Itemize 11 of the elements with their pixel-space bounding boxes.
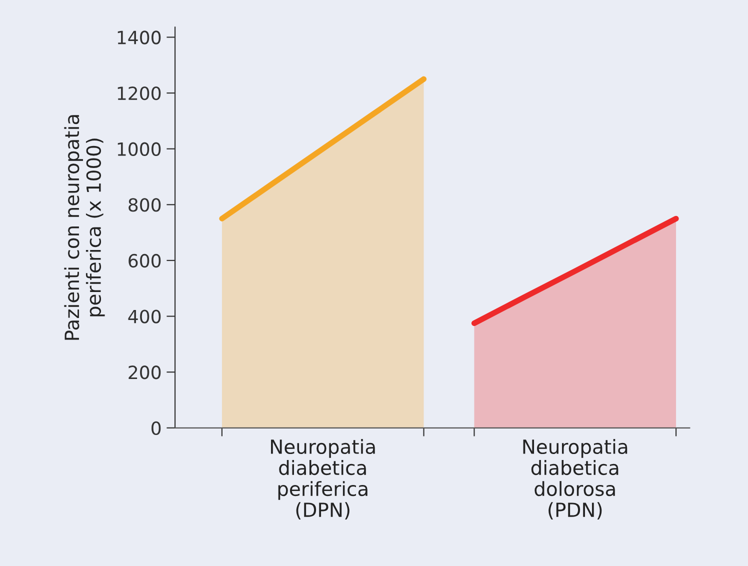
- y-tick-label: 1000: [118, 142, 161, 156]
- y-tick-label: 0: [152, 421, 161, 436]
- text: Neuropatia diabetica periferica (DPN): [271, 439, 375, 520]
- y-tick-label: 1200: [118, 86, 161, 100]
- y-tick-label: 400: [128, 310, 161, 324]
- y-tick-label: 1400: [118, 30, 161, 44]
- y-tick-label: 600: [128, 254, 161, 268]
- y-tick-label: 800: [128, 198, 161, 212]
- text: Neuropatia diabetica dolorosa (PDN): [523, 439, 628, 520]
- y-axis-title: Pazienti con neuropatia periferica (x 1000): [64, 115, 105, 340]
- y-tick-label: 200: [128, 366, 161, 380]
